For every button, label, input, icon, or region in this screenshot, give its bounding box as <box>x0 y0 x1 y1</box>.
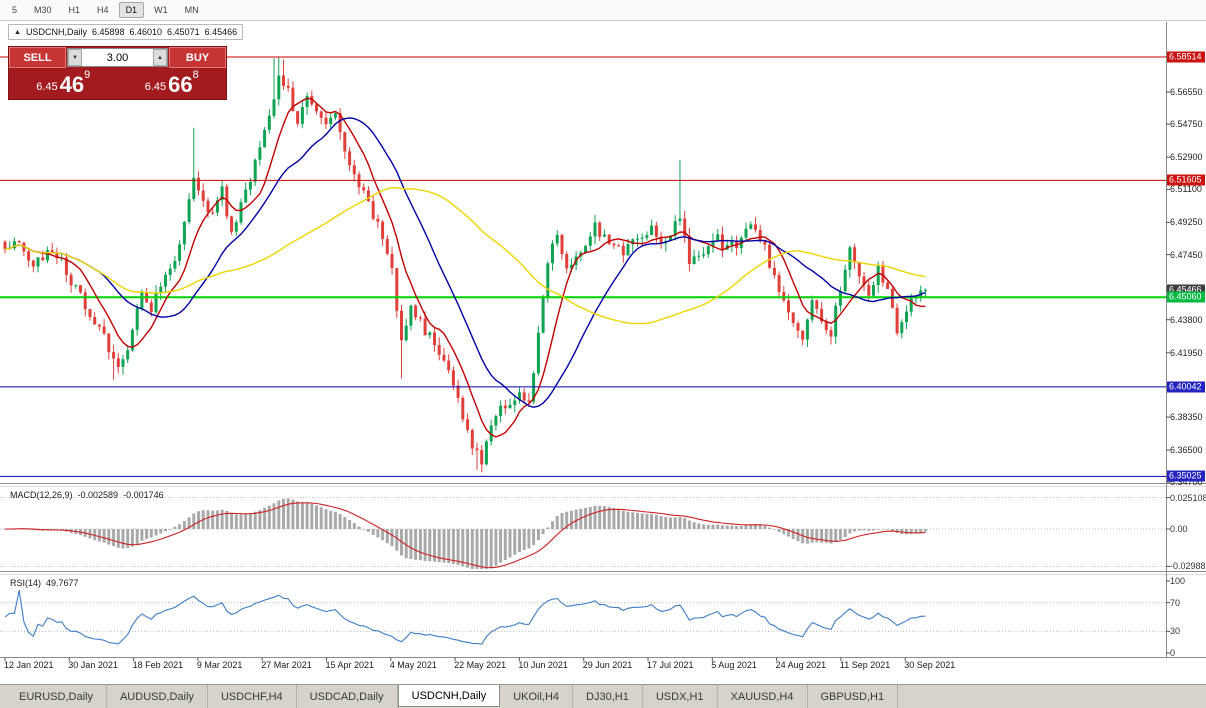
rsi-value: 49.7677 <box>46 578 79 588</box>
chart-tabs-bar: EURUSD,Daily AUDUSD,Daily USDCHF,H4 USDCAD,… <box>0 684 1206 708</box>
macd-axis-label: 0.00 <box>1170 524 1188 534</box>
price-marker-box: 6.51605 <box>1167 174 1205 186</box>
price-axis-label: 6.34700 <box>1170 477 1203 488</box>
timeframe-button-h1[interactable]: H1 <box>68 5 81 15</box>
timeframe-button-h4[interactable]: H4 <box>97 5 109 15</box>
price-axis-label: 6.56550 <box>1170 87 1203 98</box>
price-marker-box: 6.40042 <box>1167 381 1205 393</box>
time-axis-label: 9 Mar 2021 <box>196 660 243 670</box>
chart-ohlc-header: ▲ USDCNH,Daily 6.45898 6.46010 6.45071 6… <box>8 24 244 40</box>
chart-tab-usdchf-h4[interactable]: USDCHF,H4 <box>208 685 297 708</box>
price-marker-box: 6.45060 <box>1167 291 1205 303</box>
time-axis-label: 5 Aug 2021 <box>711 660 757 670</box>
ask-price-prefix: 6.45 <box>144 81 167 93</box>
macd-axis-label: 0.025108 <box>1170 492 1206 503</box>
ask-price-display: 6.45 66 8 <box>118 68 227 99</box>
price-axis-label: 6.38350 <box>1170 412 1203 423</box>
chart-tab-usdcnh-daily[interactable]: USDCNH,Daily <box>397 685 501 707</box>
one-click-trading-panel: SELL ▼ ▲ BUY 6.45 46 9 6.45 66 8 <box>8 46 227 100</box>
price-axis-label: 6.54750 <box>1170 119 1203 130</box>
volume-decrease-button[interactable]: ▼ <box>68 49 82 66</box>
time-axis-label: 22 May 2021 <box>454 660 507 670</box>
sell-button[interactable]: SELL <box>9 47 66 68</box>
ask-price-main: 66 <box>168 72 193 98</box>
bid-price-display: 6.45 46 9 <box>9 68 118 99</box>
time-axis-label: 18 Feb 2021 <box>132 660 184 670</box>
timeframe-button-m30[interactable]: M30 <box>34 5 52 15</box>
rsi-axis-label: 100 <box>1170 576 1186 586</box>
price-axis-label: 6.43800 <box>1170 314 1203 325</box>
ohlc-open: 6.45898 <box>91 27 125 37</box>
volume-increase-button[interactable]: ▲ <box>153 49 167 66</box>
price-axis-label: 6.36500 <box>1170 445 1203 456</box>
buy-button[interactable]: BUY <box>169 47 226 68</box>
macd-signal-line <box>5 502 926 569</box>
time-axis-label: 11 Sep 2021 <box>839 660 891 670</box>
time-axis-label: 29 Jun 2021 <box>582 660 633 670</box>
indicator-level-lines <box>0 497 1166 632</box>
chart-tab-dj30-h1[interactable]: DJ30,H1 <box>573 685 643 708</box>
time-axis-label: 15 Apr 2021 <box>325 660 375 670</box>
time-axis-label: 24 Aug 2021 <box>775 660 827 670</box>
bid-price-pipette: 9 <box>84 69 91 81</box>
price-marker-box: 6.45466 <box>1167 284 1205 296</box>
chart-tab-gbpusd-h1[interactable]: GBPUSD,H1 <box>808 685 899 708</box>
timeframe-toolbar: 5 M30 H1 H4 D1 W1 MN <box>0 0 1206 21</box>
rsi-axis-label: 30 <box>1170 626 1181 637</box>
bid-price-main: 46 <box>59 72 85 98</box>
timeframe-button-w1[interactable]: W1 <box>154 5 168 15</box>
ohlc-low: 6.45071 <box>167 27 200 37</box>
time-axis-label: 10 Jun 2021 <box>518 660 568 670</box>
macd-indicator-label: MACD(12,26,9) -0.002589 -0.001746 <box>10 490 164 500</box>
trend-arrow-icon: ▲ <box>14 28 21 36</box>
time-axis-label: 17 Jul 2021 <box>647 660 694 670</box>
time-axis-label: 30 Jan 2021 <box>68 660 118 670</box>
price-axis-label: 6.51100 <box>1170 184 1202 195</box>
price-axis-label: 6.47450 <box>1170 249 1203 260</box>
macd-signal-value: -0.001746 <box>123 490 164 500</box>
time-axis-label: 12 Jan 2021 <box>4 660 54 670</box>
rsi-line <box>4 590 926 645</box>
price-axis-label: 6.52900 <box>1170 152 1203 163</box>
candles-group <box>3 57 927 473</box>
time-axis-label: 27 Mar 2021 <box>261 660 312 670</box>
macd-histogram <box>3 498 927 569</box>
price-axis-label: 6.41950 <box>1170 347 1203 358</box>
volume-spinner: ▼ ▲ <box>67 48 168 67</box>
rsi-title: RSI(14) <box>10 578 42 588</box>
price-axis-label: 6.49250 <box>1170 217 1203 228</box>
chart-tab-xauusd-h4[interactable]: XAUUSD,H4 <box>718 685 808 708</box>
rsi-axis-label: 70 <box>1170 597 1181 608</box>
timeframe-button-d1[interactable]: D1 <box>118 2 145 18</box>
chart-tab-usdx-h1[interactable]: USDX,H1 <box>643 685 718 708</box>
ohlc-close: 6.45466 <box>204 27 238 37</box>
ask-price-pipette: 8 <box>192 69 199 81</box>
bid-price-prefix: 6.45 <box>36 81 58 93</box>
chart-symbol-label: USDCNH,Daily <box>25 27 87 37</box>
chart-tab-audusd-daily[interactable]: AUDUSD,Daily <box>107 685 208 708</box>
rsi-indicator-label: RSI(14) 49.7677 <box>10 578 79 588</box>
rsi-axis-label: 0 <box>1170 648 1176 658</box>
ohlc-high: 6.46010 <box>129 27 163 37</box>
chart-tab-ukoil-h4[interactable]: UKOil,H4 <box>500 685 574 708</box>
moving-averages-group <box>4 97 926 438</box>
time-axis-label: 30 Sep 2021 <box>904 660 956 670</box>
price-marker-box: 6.35025 <box>1167 470 1205 482</box>
timeframe-button-5[interactable]: 5 <box>12 5 18 15</box>
volume-input[interactable] <box>82 49 153 66</box>
time-axis-label: 4 May 2021 <box>389 660 437 670</box>
macd-main-value: -0.002589 <box>77 490 119 500</box>
chart-tab-usdcad-daily[interactable]: USDCAD,Daily <box>297 685 398 708</box>
macd-axis-label: -0.02988 <box>1170 561 1206 572</box>
chart-tab-eurusd-daily[interactable]: EURUSD,Daily <box>6 685 107 708</box>
macd-title: MACD(12,26,9) <box>10 490 73 500</box>
timeframe-button-mn[interactable]: MN <box>184 5 199 15</box>
chart-frame <box>0 22 1206 661</box>
price-marker-box: 6.58514 <box>1167 51 1205 63</box>
